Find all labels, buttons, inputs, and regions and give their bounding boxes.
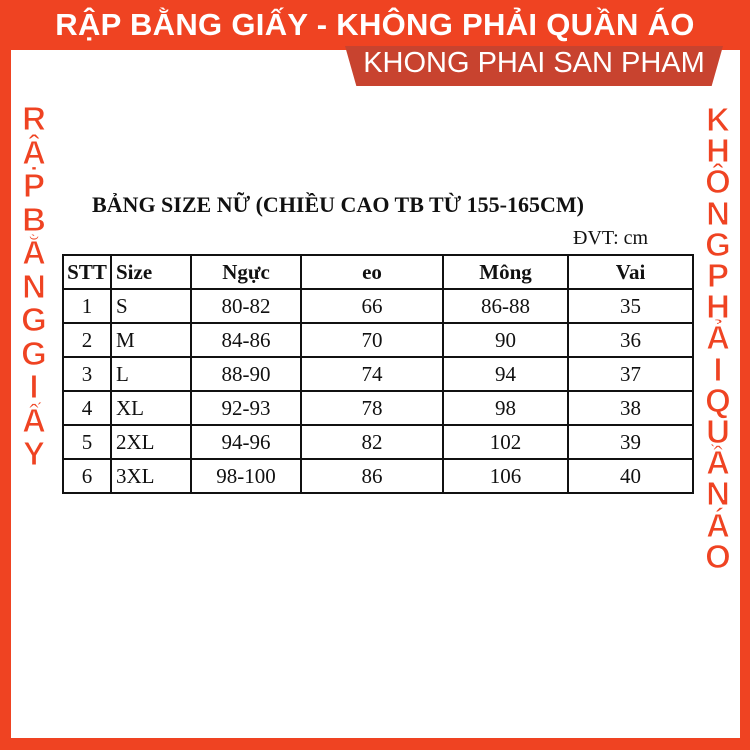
cell-waist: 78 [300,390,444,426]
side-letter: N [706,194,731,232]
side-letter: N [706,475,731,513]
cell-waist: 66 [300,288,444,324]
cell-size: S [110,288,192,324]
side-letter: Ằ [22,234,47,271]
side-letter: P [22,167,45,204]
cell-shoulder: 36 [567,322,694,358]
cell-waist: 82 [300,424,444,460]
cell-stt: 6 [62,458,112,494]
cell-shoulder: 39 [567,424,694,460]
header-hip: Mông [442,254,569,290]
side-letter: Y [22,435,45,472]
side-letter: N [22,267,47,305]
cell-stt: 5 [62,424,112,460]
header-stt: STT [62,254,112,290]
cell-chest: 98-100 [190,458,302,494]
unit-label: ĐVT: cm [573,227,649,249]
side-letter: I [29,368,39,405]
table-row: 5 2XL 94-96 82 102 39 [62,424,694,460]
cell-hip: 86-88 [442,288,569,324]
cell-stt: 2 [62,322,112,358]
side-letter: O [705,537,732,575]
cell-size: 2XL [110,424,192,460]
cell-shoulder: 35 [567,288,694,324]
cell-waist: 86 [300,458,444,494]
cell-chest: 80-82 [190,288,302,324]
cell-hip: 106 [442,458,569,494]
cell-hip: 102 [442,424,569,460]
cell-shoulder: 38 [567,390,694,426]
table-row: 3 L 88-90 74 94 37 [62,356,694,392]
cell-hip: 98 [442,390,569,426]
table-title: BẢNG SIZE NỮ (CHIỀU CAO TB TỪ 155-165CM) [92,192,584,217]
side-letter: R [22,100,47,137]
side-letter: H [706,132,731,170]
cell-size: XL [110,390,192,426]
table-header-row: STT Size Ngực eo Mông Vai [62,254,694,290]
side-letter: Ấ [22,401,47,439]
table-row: 4 XL 92-93 78 98 38 [62,390,694,426]
side-letter: Ô [705,163,732,201]
side-letter: Á [706,506,731,544]
cell-waist: 70 [300,322,444,358]
cell-chest: 94-96 [190,424,302,460]
header-waist: eo [300,254,444,290]
banner-title: RẬP BẰNG GIẤY - KHÔNG PHẢI QUẦN ÁO [55,7,695,42]
table-row: 6 3XL 98-100 86 106 40 [62,458,694,494]
cell-stt: 1 [62,288,112,324]
side-letter: Ậ [22,133,47,171]
side-letter: B [22,200,47,238]
cell-chest: 88-90 [190,356,302,392]
banner-subtitle: KHONG PHAI SAN PHAM [345,46,723,86]
header-size: Size [110,254,192,290]
cell-stt: 4 [62,390,112,426]
header-shoulder: Vai [567,254,694,290]
side-letter: G [21,301,48,338]
side-letter: Ầ [706,444,731,482]
size-table: STT Size Ngực eo Mông Vai 1 S 80-82 66 86-88… [62,254,694,494]
cell-size: M [110,322,192,358]
side-letter: H [706,288,731,326]
side-letter: G [21,334,48,372]
side-letter: K [706,101,731,138]
cell-stt: 3 [62,356,112,392]
cell-size: 3XL [110,458,192,494]
cell-shoulder: 37 [567,356,694,392]
side-letter: G [705,225,732,263]
cell-hip: 94 [442,356,569,392]
side-letter: U [706,413,731,451]
side-letter: I [713,350,723,388]
table-row: 2 M 84-86 70 90 36 [62,322,694,358]
side-letter: P [706,257,729,295]
cell-shoulder: 40 [567,458,694,494]
cell-waist: 74 [300,356,444,392]
cell-hip: 90 [442,322,569,358]
header-chest: Ngực [190,254,302,290]
table-row: 1 S 80-82 66 86-88 35 [62,288,694,324]
side-letter: Q [705,381,732,419]
cell-size: L [110,356,192,392]
cell-chest: 84-86 [190,322,302,358]
side-letter: Ả [706,319,731,357]
cell-chest: 92-93 [190,390,302,426]
